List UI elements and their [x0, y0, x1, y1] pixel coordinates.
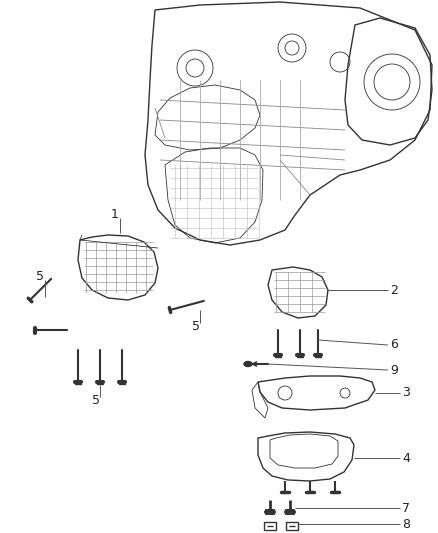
Bar: [264, 522, 276, 530]
Text: 2: 2: [390, 284, 398, 296]
Text: 3: 3: [402, 386, 410, 400]
Text: 8: 8: [402, 518, 410, 530]
Ellipse shape: [244, 361, 252, 367]
Text: 6: 6: [390, 338, 398, 351]
Text: 4: 4: [402, 451, 410, 464]
Text: 5: 5: [36, 271, 44, 284]
Text: 5: 5: [192, 319, 200, 333]
Text: 7: 7: [402, 502, 410, 514]
Text: 1: 1: [111, 208, 119, 222]
Text: 9: 9: [390, 364, 398, 376]
Bar: [286, 522, 298, 530]
Text: 5: 5: [92, 393, 100, 407]
